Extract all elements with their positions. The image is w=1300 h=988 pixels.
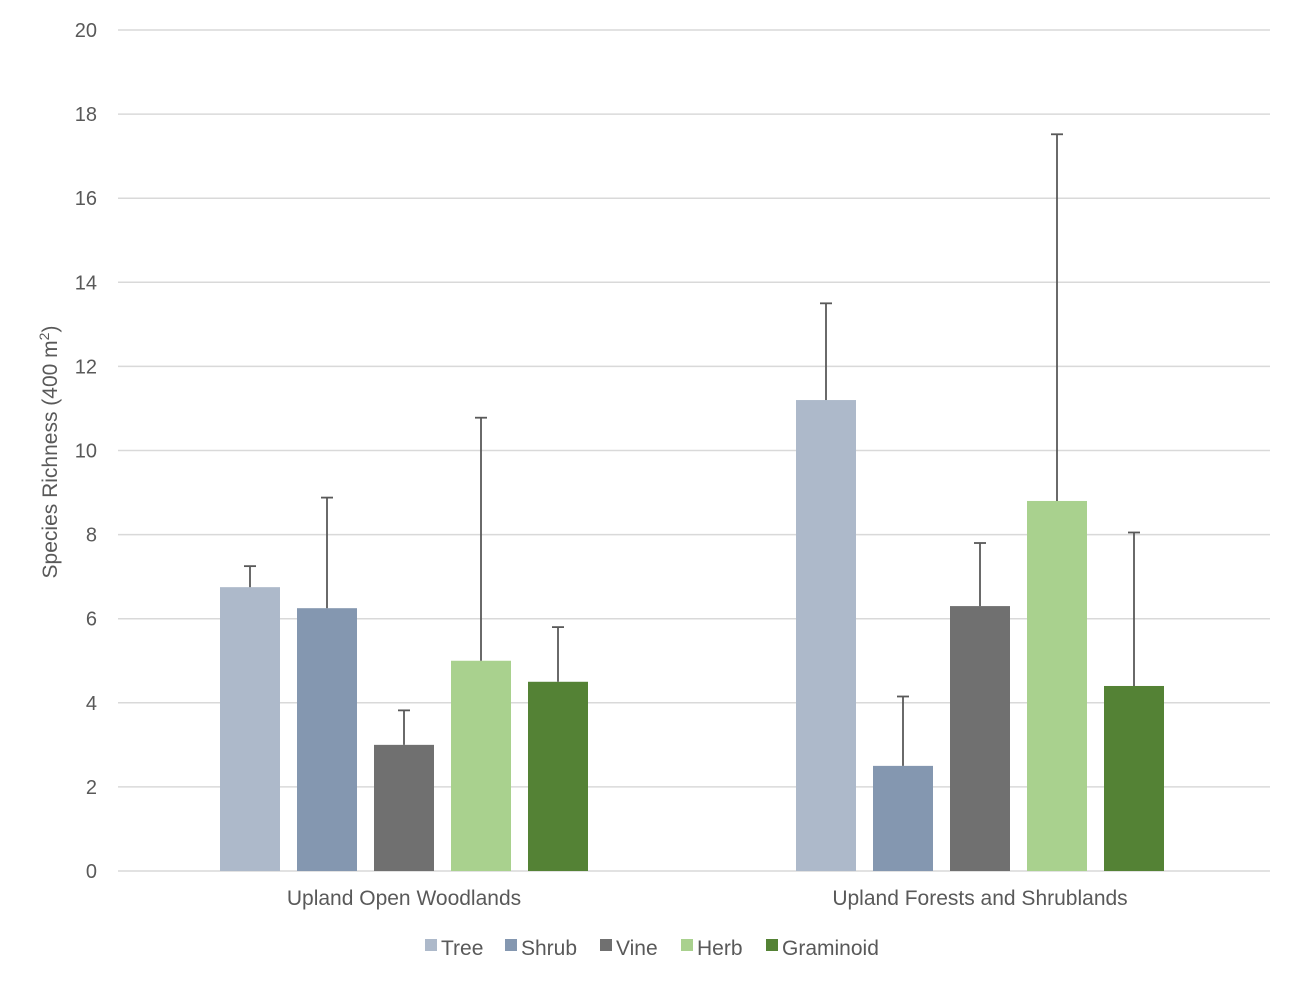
legend-label-shrub: Shrub: [521, 937, 577, 960]
bar-vine-2: [950, 606, 1010, 871]
bar-tree-2: [796, 400, 856, 871]
bar-graminoid-2: [1104, 685, 1164, 871]
y-tick-label: 2: [86, 777, 97, 799]
legend-label-vine: Vine: [616, 937, 658, 960]
y-axis-title-superscript: 2: [36, 332, 52, 340]
y-tick-label: 10: [75, 441, 97, 463]
y-tick-label: 20: [75, 20, 97, 42]
bars: [220, 400, 1164, 871]
legend-swatch-shrub: [505, 939, 517, 951]
legend-label-graminoid: Graminoid: [782, 937, 879, 960]
y-tick-label: 12: [75, 356, 97, 378]
legend-swatch-graminoid: [766, 939, 778, 951]
y-tick-label: 0: [86, 861, 97, 883]
y-tick-label: 8: [86, 525, 97, 547]
bar-shrub-1: [297, 608, 357, 871]
error-bars: [244, 133, 1140, 766]
y-tick-label: 18: [75, 104, 97, 126]
legend-swatch-tree: [425, 939, 437, 951]
legend-label-herb: Herb: [697, 937, 743, 960]
bar-vine-1: [374, 744, 434, 871]
y-axis-title-main: Species Richness (400 m: [39, 340, 62, 578]
bar-shrub-2: [873, 765, 933, 871]
y-tick-label: 14: [75, 272, 97, 294]
category-label: Upland Forests and Shrublands: [832, 887, 1127, 910]
category-label: Upland Open Woodlands: [287, 887, 521, 910]
legend-swatch-vine: [600, 939, 612, 951]
legend: Tree Shrub Vine Herb Graminoid: [425, 937, 879, 960]
category-labels: Upland Open Woodlands Upland Forests and …: [287, 887, 1128, 910]
legend-swatch-herb: [681, 939, 693, 951]
bar-tree-1: [220, 587, 280, 871]
y-tick-label: 4: [86, 693, 97, 715]
bar-herb-2: [1027, 500, 1087, 871]
y-axis-title-close: ): [39, 326, 62, 333]
bar-graminoid-1: [528, 681, 588, 871]
y-tick-label: 16: [75, 188, 97, 210]
bar-herb-1: [451, 660, 511, 871]
y-axis-title: Species Richness (400 m2): [36, 326, 62, 579]
y-tick-label: 6: [86, 609, 97, 631]
legend-label-tree: Tree: [441, 937, 483, 960]
gridlines: [118, 29, 1270, 872]
y-axis-ticks: 0 2 4 6 8 10 12 14 16 18 20: [75, 20, 97, 883]
